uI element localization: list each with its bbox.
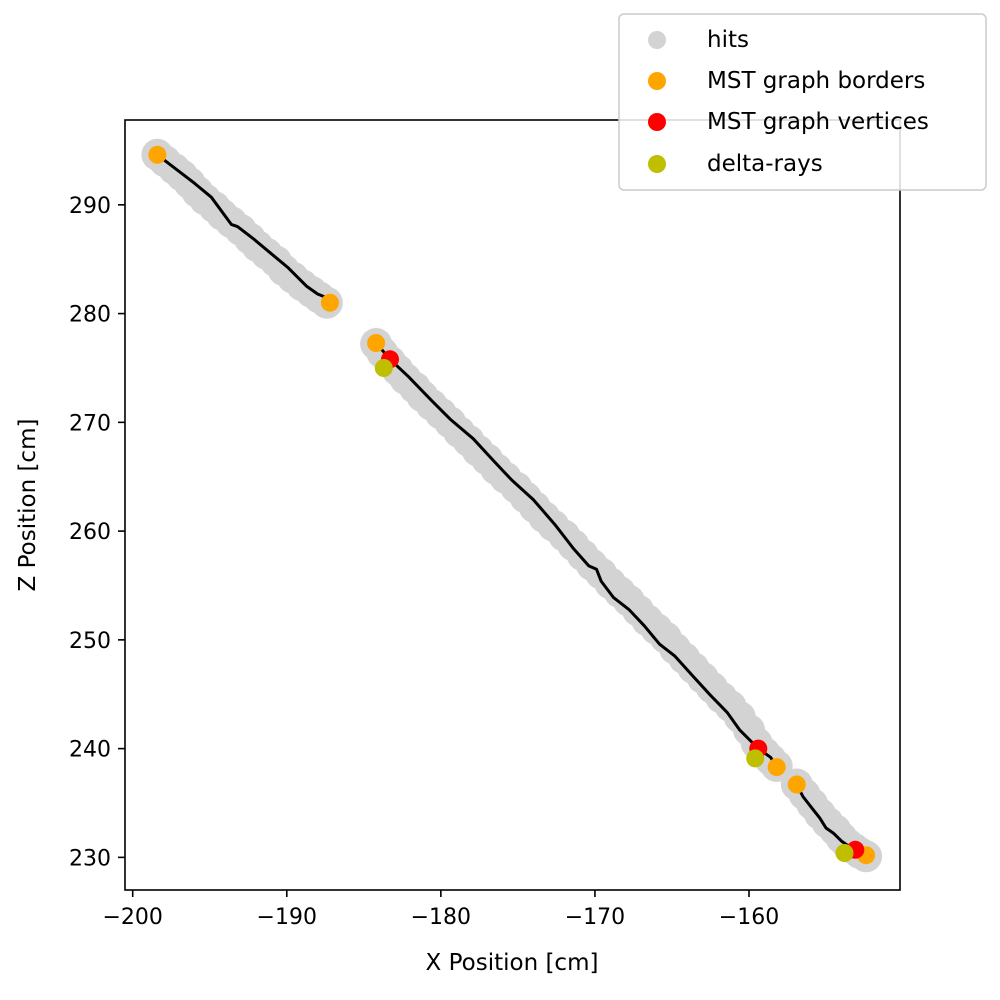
mst-edge-line <box>156 153 332 304</box>
x-tick-label: −200 <box>102 905 162 930</box>
legend-marker-mst-vertices <box>648 113 666 131</box>
y-tick-label: 240 <box>69 738 111 763</box>
legend-label-hits: hits <box>707 27 749 53</box>
x-tick-label: −180 <box>411 905 471 930</box>
delta-ray-point <box>835 844 854 862</box>
delta-ray-point <box>746 749 765 768</box>
x-tick-label: −190 <box>257 905 317 930</box>
y-axis: 230 240 250 260 270 280 290 <box>69 194 125 871</box>
legend-marker-mst-borders <box>648 72 666 90</box>
y-axis-label: Z Position [cm] <box>15 419 41 592</box>
mst-border-point <box>320 293 339 312</box>
y-tick-label: 290 <box>69 194 111 219</box>
mst-border-point <box>148 145 167 164</box>
legend-label-mst-vertices: MST graph vertices <box>707 109 929 135</box>
x-axis: −200 −190 −180 −170 −160 <box>102 890 779 930</box>
legend-label-delta-rays: delta-rays <box>707 151 823 177</box>
mst-edge-line <box>374 342 778 768</box>
y-tick-label: 280 <box>69 303 111 328</box>
y-tick-label: 250 <box>69 629 111 654</box>
plot-frame <box>124 119 901 891</box>
mst-border-point <box>787 775 806 794</box>
y-tick-label: 270 <box>69 411 111 436</box>
legend-marker-hits <box>648 31 666 49</box>
mst-border-point <box>367 334 386 352</box>
legend: hits MST graph borders MST graph vertice… <box>618 13 987 191</box>
x-tick-label: −170 <box>565 905 625 930</box>
legend-label-mst-borders: MST graph borders <box>707 68 925 94</box>
x-axis-label: X Position [cm] <box>426 950 599 976</box>
mst-border-point <box>767 758 786 777</box>
legend-box <box>618 13 987 191</box>
hits-layer <box>141 138 883 873</box>
y-tick-label: 230 <box>69 846 111 871</box>
y-tick-label: 260 <box>69 520 111 545</box>
legend-marker-delta-rays <box>648 155 666 173</box>
x-tick-label: −160 <box>719 905 779 930</box>
markers-layer <box>148 145 876 865</box>
delta-ray-point <box>374 359 393 377</box>
